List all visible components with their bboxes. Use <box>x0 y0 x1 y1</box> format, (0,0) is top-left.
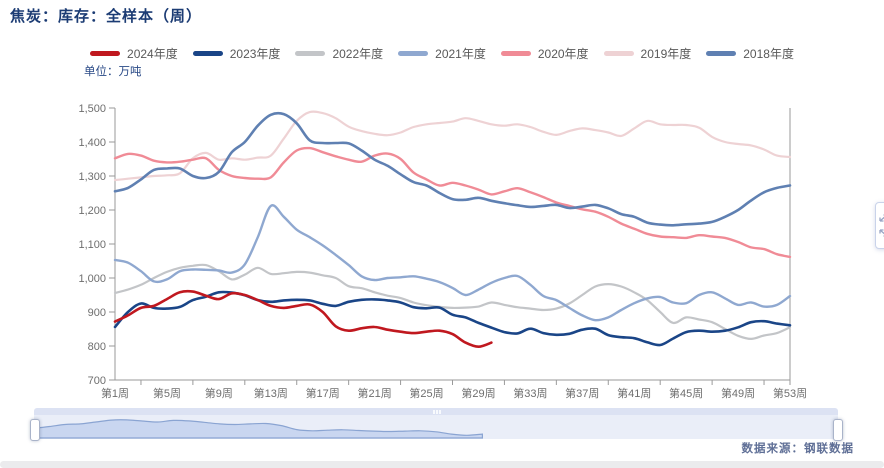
series-line-2022[interactable] <box>113 263 792 340</box>
legend-item-2023[interactable]: 2023年度 <box>192 45 281 62</box>
legend-item-2020[interactable]: 2020年度 <box>500 45 589 62</box>
slider-grip-icon <box>436 409 438 414</box>
y-axis-label: 1,000 <box>78 273 106 285</box>
legend-label: 2021年度 <box>435 47 486 61</box>
series-line-2019[interactable] <box>113 110 792 182</box>
legend-line-swatch <box>295 51 326 56</box>
legend-label: 2023年度 <box>229 47 281 61</box>
axes: 700 800 900 1,000 1,100 1,200 1,300 1,400 1,500 第… <box>78 103 807 400</box>
y-axis-label: 1,200 <box>78 205 106 217</box>
x-axis-label: 第33周 <box>513 386 547 400</box>
expand-button[interactable] <box>875 202 884 249</box>
slider-area-shape <box>34 419 483 439</box>
legend-line-swatch <box>500 51 531 56</box>
legend-item-2021[interactable]: 2021年度 <box>398 45 486 62</box>
legend-line-swatch <box>90 51 121 56</box>
slider-track[interactable] <box>34 415 838 439</box>
y-axis-label: 1,400 <box>78 137 106 149</box>
legend-item-2019[interactable]: 2019年度 <box>603 45 692 62</box>
series-line-2021[interactable] <box>113 204 792 322</box>
x-axis-label: 第17周 <box>306 386 340 400</box>
x-axis-label: 第5周 <box>153 386 181 400</box>
x-axis-label: 第49周 <box>721 386 755 400</box>
slider-move-handle[interactable] <box>34 408 838 415</box>
legend-label: 2024年度 <box>127 47 178 61</box>
y-axis-label: 700 <box>88 375 106 387</box>
x-axis-label: 第37周 <box>565 386 599 400</box>
x-axis-label: 第53周 <box>773 386 807 400</box>
series-line-2018[interactable] <box>113 111 792 227</box>
x-axis-label: 第13周 <box>254 386 288 400</box>
slider-preview-area <box>34 419 483 439</box>
slider-right-handle[interactable] <box>833 419 843 441</box>
legend-item-2024[interactable]: 2024年度 <box>90 45 178 62</box>
y-axis-label: 1,500 <box>78 103 106 115</box>
legend-line-swatch <box>706 51 737 56</box>
x-axis-label: 第21周 <box>357 386 391 400</box>
chart-title: 焦炭：库存：全样本（周） <box>10 9 203 25</box>
legend-label: 2019年度 <box>640 47 692 61</box>
y-axis-label: 800 <box>88 341 106 353</box>
legend-item-2018[interactable]: 2018年度 <box>706 45 794 62</box>
x-axis-label: 第29周 <box>461 386 495 400</box>
series-line-2020[interactable] <box>113 146 792 259</box>
horizontal-scrollbar[interactable] <box>0 461 884 468</box>
y-axis-label: 900 <box>88 307 106 319</box>
legend-line-swatch <box>603 51 634 56</box>
data-zoom-slider[interactable] <box>30 408 843 441</box>
resize-arrows-icon <box>879 213 884 237</box>
x-axis-label: 第9周 <box>205 386 233 400</box>
legend-label: 2022年度 <box>332 47 384 61</box>
x-axis-label: 第45周 <box>669 386 703 400</box>
data-source-label: 数据来源：钢联数据 <box>741 443 854 455</box>
legend-line-swatch <box>192 51 223 56</box>
x-axis-label: 第41周 <box>617 386 651 400</box>
slider-left-handle[interactable] <box>30 419 40 441</box>
legend-label: 2018年度 <box>743 47 794 61</box>
y-axis-label: 1,300 <box>78 171 106 183</box>
series-line-2023[interactable] <box>113 290 792 347</box>
x-axis-label: 第25周 <box>409 386 443 400</box>
legend-item-2022[interactable]: 2022年度 <box>295 45 383 62</box>
legend: 2024年度 2023年度 2022年度 2021年度 2020年度 2019年度 2018… <box>0 45 884 62</box>
y-axis-label: 1,100 <box>78 239 106 251</box>
x-axis-label: 第1周 <box>101 386 129 400</box>
legend-label: 2020年度 <box>537 47 589 61</box>
legend-line-swatch <box>398 51 429 56</box>
unit-label: 单位：万吨 <box>84 66 142 78</box>
series-line-2024[interactable] <box>113 289 493 348</box>
